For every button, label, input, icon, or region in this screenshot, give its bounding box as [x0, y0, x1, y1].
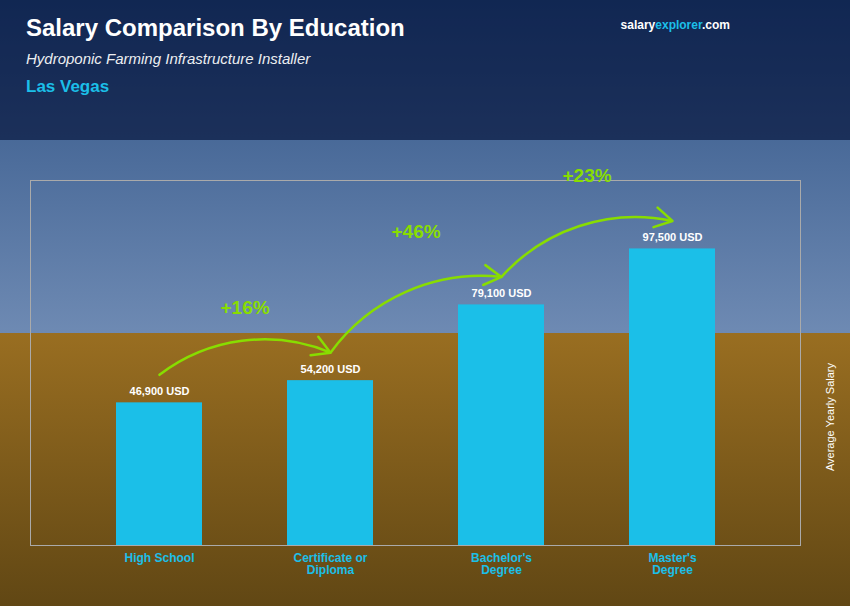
svg-text:+16%: +16% [220, 297, 269, 318]
html-text:Salary Comparison By Education: Salary Comparison By Education [26, 14, 405, 41]
svg-text:Average Yearly Salary: Average Yearly Salary [824, 363, 836, 472]
svg-text:54,200 USD: 54,200 USD [301, 363, 361, 375]
svg-text:+23%: +23% [562, 165, 611, 186]
html-text:salary explorer.com: salary explorer.com [620, 18, 730, 32]
svg-text:46,900 USD: 46,900 USD [130, 385, 190, 397]
svg-text:Bachelor'sDegree: Bachelor'sDegree [471, 551, 532, 577]
html-text:Hydroponic Farming Infrastruct: Hydroponic Farming Infrastructure Instal… [26, 50, 311, 67]
svg-text:High School: High School [125, 551, 195, 565]
svg-text:97,500 USD: 97,500 USD [643, 231, 703, 243]
svg-text:Master'sDegree: Master'sDegree [648, 551, 697, 577]
svg-text:+46%: +46% [391, 221, 440, 242]
svg-text:Certificate orDiploma: Certificate orDiploma [293, 551, 367, 577]
svg-text:79,100 USD: 79,100 USD [472, 287, 532, 299]
html-text:Las Vegas: Las Vegas [26, 77, 110, 96]
